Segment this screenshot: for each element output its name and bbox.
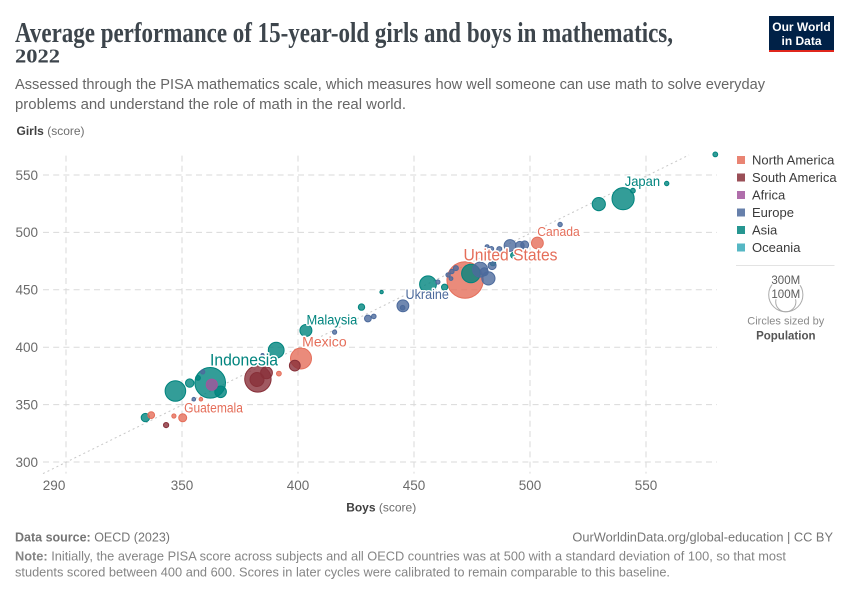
svg-text:Indonesia: Indonesia [210,352,279,370]
svg-text:500: 500 [15,225,38,240]
svg-text:400: 400 [15,340,38,355]
svg-text:Assessed through the PISA math: Assessed through the PISA mathematics sc… [15,76,765,93]
svg-text:problems and understand the ro: problems and understand the role of math… [15,96,406,113]
svg-text:OurWorldinData.org/global-educ: OurWorldinData.org/global-education | CC… [572,530,833,545]
svg-text:Girls (score): Girls (score) [17,124,85,138]
svg-text:Boys (score): Boys (score) [346,500,416,514]
svg-text:United States: United States [464,247,558,265]
svg-text:300: 300 [15,455,38,470]
svg-text:350: 350 [171,478,194,493]
svg-text:students scored between 400 an: students scored between 400 and 600. Sco… [15,566,670,580]
svg-text:2022: 2022 [15,46,60,68]
svg-text:Mexico: Mexico [302,333,347,349]
svg-text:300M: 300M [771,275,800,287]
svg-text:450: 450 [15,283,38,298]
svg-text:Guatemala: Guatemala [184,401,243,416]
svg-text:Canada: Canada [537,224,580,239]
svg-text:Population: Population [756,330,815,342]
svg-text:Europe: Europe [752,205,794,220]
svg-text:Japan: Japan [625,173,660,189]
svg-text:100M: 100M [771,289,800,301]
svg-text:Malaysia: Malaysia [307,312,358,327]
svg-text:350: 350 [15,397,38,412]
svg-text:South America: South America [752,170,837,185]
svg-text:Average performance of 15-year: Average performance of 15-year-old girls… [15,17,673,49]
svg-text:Oceania: Oceania [752,240,801,255]
svg-text:400: 400 [287,478,310,493]
svg-text:Asia: Asia [752,223,778,238]
svg-text:North America: North America [752,153,835,168]
svg-text:Note: Initially, the average P: Note: Initially, the average PISA score … [15,550,787,564]
svg-text:290: 290 [43,478,66,493]
svg-text:500: 500 [519,478,542,493]
svg-text:Circles sized by: Circles sized by [747,315,825,327]
svg-text:Data source: OECD (2023): Data source: OECD (2023) [15,531,170,545]
svg-text:450: 450 [403,478,426,493]
svg-text:550: 550 [15,168,38,183]
svg-text:Africa: Africa [752,188,786,203]
svg-text:Ukraine: Ukraine [406,287,449,302]
svg-text:550: 550 [635,478,658,493]
